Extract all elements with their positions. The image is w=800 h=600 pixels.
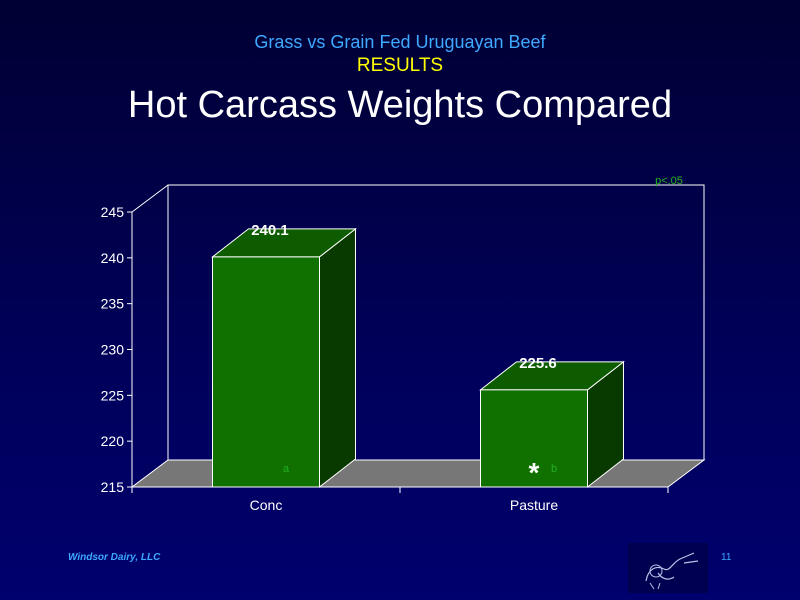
- significance-label: p<.05: [655, 175, 683, 187]
- x-tick-label: Pasture: [510, 497, 558, 513]
- y-tick-label: 245: [101, 204, 125, 220]
- significance-marker: *: [529, 457, 540, 488]
- chart-subtitle: Grass vs Grain Fed Uruguayan Beef: [254, 32, 546, 52]
- results-label: RESULTS: [356, 55, 444, 76]
- y-tick-label: 240: [101, 250, 125, 266]
- y-tick-label: 230: [101, 342, 125, 358]
- page-title: Hot Carcass Weights Compared: [127, 84, 673, 126]
- y-tick-label: 225: [101, 387, 125, 403]
- significance-letter: b: [551, 463, 557, 475]
- bar-side-conc: [319, 227, 356, 489]
- y-tick-label: 215: [101, 479, 125, 495]
- significance-letter: a: [283, 463, 290, 475]
- y-tick-label: 220: [101, 433, 125, 449]
- data-label: 240.1: [251, 222, 289, 239]
- company-name: Windsor Dairy, LLC: [68, 552, 161, 563]
- page-number: 11: [721, 552, 732, 563]
- bar-conc: [212, 256, 320, 488]
- chart-bars: [211, 227, 625, 489]
- y-tick-label: 235: [101, 296, 125, 312]
- company-logo-icon: [628, 543, 708, 593]
- data-label: 225.6: [519, 355, 557, 372]
- bar-chart: 215 220 225 230 235 240 245 240.1 Conc a 225.6 Past…: [101, 175, 704, 513]
- x-tick-label: Conc: [250, 497, 283, 513]
- left-wall-top-edge: [131, 184, 169, 213]
- chart-labels: 215 220 225 230 235 240 245 240.1 Conc a 225.6 Past…: [101, 175, 683, 513]
- bar-pasture: [480, 389, 588, 488]
